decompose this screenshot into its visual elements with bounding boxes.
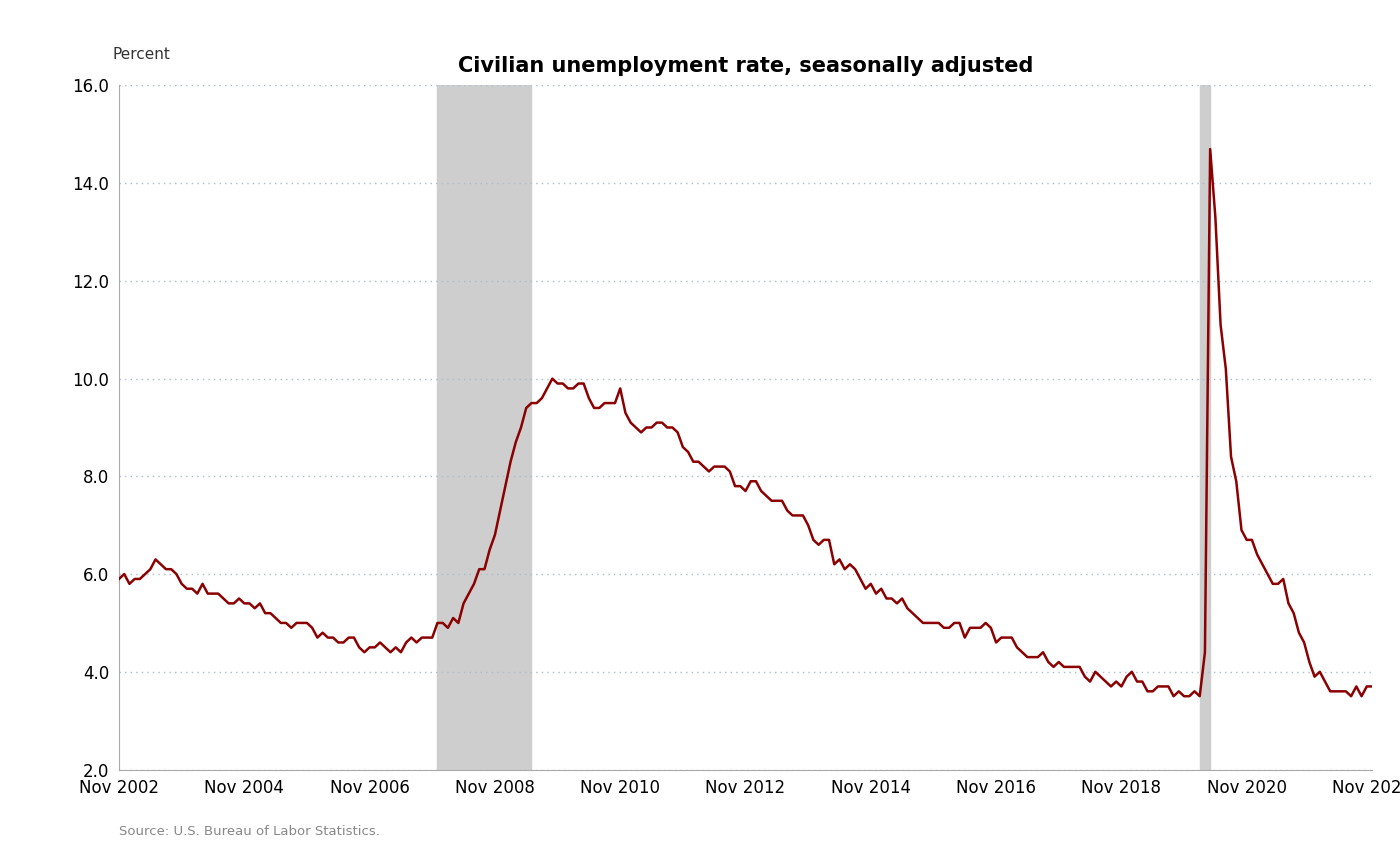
Bar [1200,86,1210,770]
Text: Source: U.S. Bureau of Labor Statistics.: Source: U.S. Bureau of Labor Statistics. [119,825,379,838]
Text: Percent: Percent [113,46,171,62]
Title: Civilian unemployment rate, seasonally adjusted: Civilian unemployment rate, seasonally a… [458,56,1033,75]
Bar [437,86,532,770]
